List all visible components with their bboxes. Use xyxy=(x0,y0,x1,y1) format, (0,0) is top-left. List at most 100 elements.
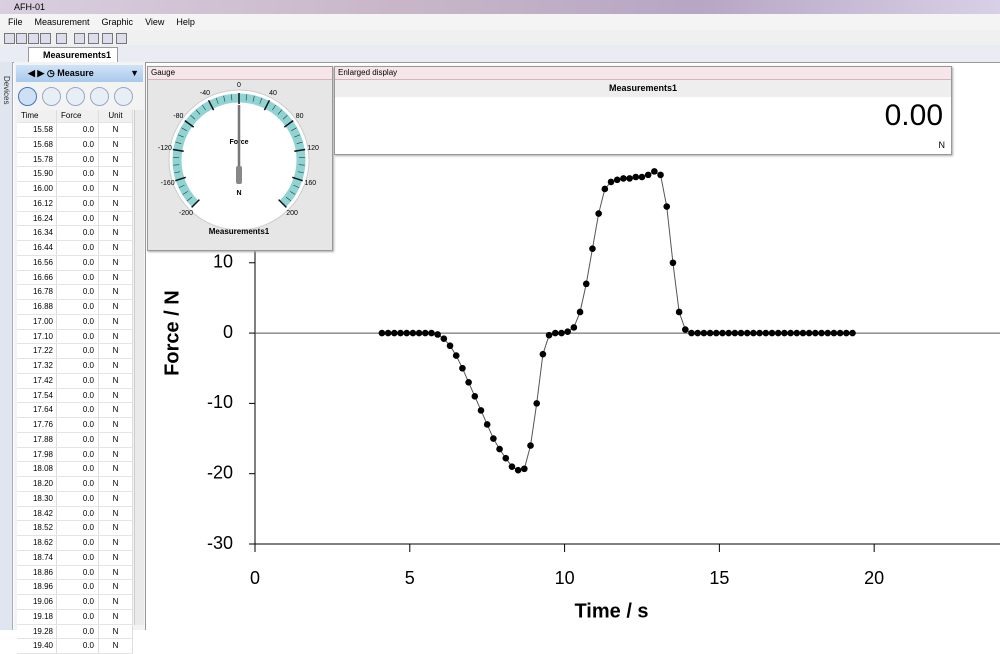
data-point xyxy=(533,400,540,407)
x-axis-label: Time / s xyxy=(574,600,648,622)
table-cell: 16.56 xyxy=(17,256,57,270)
toolbar-button[interactable] xyxy=(40,33,51,44)
table-cell: N xyxy=(99,315,133,329)
zero-button[interactable] xyxy=(114,87,133,106)
column-header: Force xyxy=(57,110,99,122)
menu-bar: File Measurement Graphic View Help xyxy=(0,14,1000,30)
table-cell: 15.90 xyxy=(17,167,57,181)
reset-button[interactable] xyxy=(90,87,109,106)
toolbar-button[interactable] xyxy=(74,33,85,44)
table-cell: 0.0 xyxy=(57,389,99,403)
data-point xyxy=(403,330,410,337)
data-point xyxy=(478,407,485,414)
gauge-tick-label: -40 xyxy=(200,90,210,97)
toolbar xyxy=(0,30,1000,46)
menu-item[interactable]: Measurement xyxy=(35,17,90,27)
mode-selector[interactable]: ◀ ▶ ◷ Measure▼ xyxy=(16,65,143,82)
data-point xyxy=(843,330,850,337)
tab[interactable]: Measurements1 xyxy=(28,47,118,62)
toolbar-button[interactable] xyxy=(4,33,15,44)
data-point xyxy=(447,342,454,349)
table-cell: 0.0 xyxy=(57,226,99,240)
table-cell: 16.78 xyxy=(17,285,57,299)
toolbar-button[interactable] xyxy=(28,33,39,44)
stop-button[interactable] xyxy=(66,87,85,106)
table-cell: N xyxy=(99,521,133,535)
table-cell: 0.0 xyxy=(57,344,99,358)
data-point xyxy=(571,324,578,331)
table-cell: N xyxy=(99,492,133,506)
gauge-window: Gauge -200-160-120-80-4004080120160200Fo… xyxy=(147,66,333,251)
toolbar-button[interactable] xyxy=(102,33,113,44)
menu-item[interactable]: Graphic xyxy=(102,17,134,27)
table-cell: N xyxy=(99,153,133,167)
table-cell: 0.0 xyxy=(57,433,99,447)
y-axis-label: Force / N xyxy=(161,290,183,376)
table-cell: N xyxy=(99,507,133,521)
gauge: -200-160-120-80-4004080120160200ForceNMe… xyxy=(148,80,332,250)
gauge-tick-label: -200 xyxy=(179,210,193,217)
display-title: Enlarged display xyxy=(335,67,951,80)
data-point xyxy=(459,365,466,372)
data-point xyxy=(831,330,838,337)
sidebar[interactable]: Devices xyxy=(0,62,13,630)
table-cell: 0.0 xyxy=(57,610,99,624)
table-cell: 0.0 xyxy=(57,536,99,550)
data-point xyxy=(670,259,677,266)
table-cell: N xyxy=(99,167,133,181)
scrollbar[interactable] xyxy=(134,110,144,625)
x-tick-label: 0 xyxy=(250,568,260,588)
table-cell: 17.88 xyxy=(17,433,57,447)
table-cell: 0.0 xyxy=(57,359,99,373)
pause-button[interactable] xyxy=(42,87,61,106)
table-cell: 16.44 xyxy=(17,241,57,255)
toolbar-button[interactable] xyxy=(116,33,127,44)
data-point xyxy=(595,210,602,217)
x-tick-label: 15 xyxy=(709,568,729,588)
table-cell: N xyxy=(99,197,133,211)
data-point xyxy=(502,455,509,462)
table-cell: N xyxy=(99,374,133,388)
menu-item[interactable]: Help xyxy=(176,17,195,27)
data-point xyxy=(701,330,708,337)
table-cell: 0.0 xyxy=(57,551,99,565)
data-point xyxy=(465,379,472,386)
table-cell: N xyxy=(99,610,133,624)
data-point xyxy=(416,330,423,337)
table-cell: N xyxy=(99,389,133,403)
menu-item[interactable]: File xyxy=(8,17,23,27)
data-point xyxy=(379,330,386,337)
table-cell: 0.0 xyxy=(57,403,99,417)
table-cell: 0.0 xyxy=(57,182,99,196)
table-cell: 18.42 xyxy=(17,507,57,521)
table-cell: 17.42 xyxy=(17,374,57,388)
data-point xyxy=(750,330,757,337)
table-cell: 17.10 xyxy=(17,330,57,344)
table-cell: N xyxy=(99,418,133,432)
table-cell: N xyxy=(99,403,133,417)
table-cell: 0.0 xyxy=(57,521,99,535)
table-cell: N xyxy=(99,330,133,344)
data-point xyxy=(484,421,491,428)
toolbar-button[interactable] xyxy=(16,33,27,44)
table-cell: 16.00 xyxy=(17,182,57,196)
table-cell: N xyxy=(99,300,133,314)
menu-item[interactable]: View xyxy=(145,17,164,27)
sidebar-label: Devices xyxy=(2,76,11,104)
table-cell: 0.0 xyxy=(57,212,99,226)
toolbar-button[interactable] xyxy=(56,33,67,44)
toolbar-button[interactable] xyxy=(88,33,99,44)
play-button[interactable] xyxy=(18,87,37,106)
data-point xyxy=(546,332,553,339)
